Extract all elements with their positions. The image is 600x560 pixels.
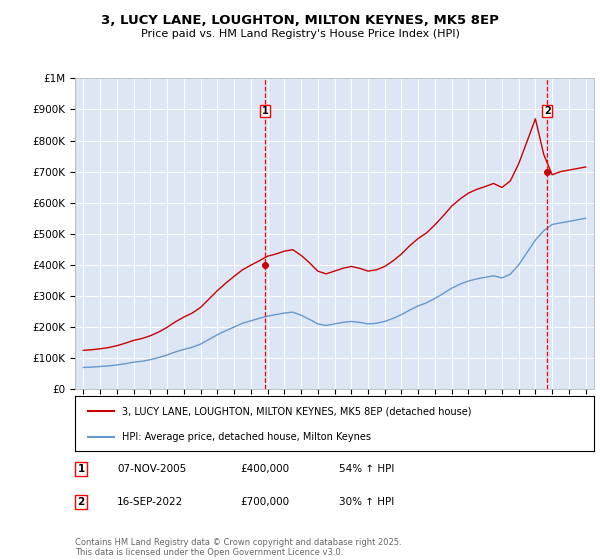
Text: £400,000: £400,000 [240, 464, 289, 474]
Text: 30% ↑ HPI: 30% ↑ HPI [339, 497, 394, 507]
Text: 16-SEP-2022: 16-SEP-2022 [117, 497, 183, 507]
Text: 54% ↑ HPI: 54% ↑ HPI [339, 464, 394, 474]
Text: 1: 1 [77, 464, 85, 474]
Text: 3, LUCY LANE, LOUGHTON, MILTON KEYNES, MK5 8EP: 3, LUCY LANE, LOUGHTON, MILTON KEYNES, M… [101, 14, 499, 27]
Text: 3, LUCY LANE, LOUGHTON, MILTON KEYNES, MK5 8EP (detached house): 3, LUCY LANE, LOUGHTON, MILTON KEYNES, M… [122, 407, 471, 416]
Text: 07-NOV-2005: 07-NOV-2005 [117, 464, 186, 474]
Text: HPI: Average price, detached house, Milton Keynes: HPI: Average price, detached house, Milt… [122, 432, 371, 442]
Text: 2: 2 [544, 106, 551, 116]
Text: £700,000: £700,000 [240, 497, 289, 507]
Text: Price paid vs. HM Land Registry's House Price Index (HPI): Price paid vs. HM Land Registry's House … [140, 29, 460, 39]
Text: Contains HM Land Registry data © Crown copyright and database right 2025.
This d: Contains HM Land Registry data © Crown c… [75, 538, 401, 557]
Text: 1: 1 [262, 106, 268, 116]
Text: 2: 2 [77, 497, 85, 507]
